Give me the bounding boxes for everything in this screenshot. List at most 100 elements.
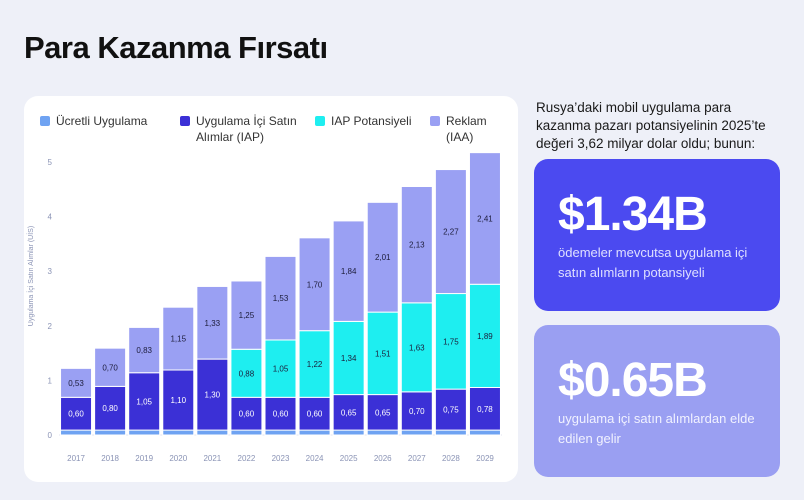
- bar-segment-iap-potential: [400, 302, 433, 393]
- y-tick-label: 2: [48, 322, 53, 331]
- data-label: 0,80: [102, 404, 118, 413]
- legend-item-paid-app: Ücretli Uygulama: [40, 113, 147, 129]
- data-label: 0,60: [239, 410, 255, 419]
- bar-segment-iap-potential: [366, 311, 399, 396]
- bar-segment-paid-app: [230, 429, 263, 436]
- data-label: 1,84: [341, 267, 357, 276]
- data-label: 0,70: [409, 407, 425, 416]
- bar-segment-iap: [196, 358, 229, 431]
- data-label: 1,05: [273, 365, 289, 374]
- x-tick-label: 2029: [476, 454, 494, 463]
- x-tick-label: 2019: [135, 454, 153, 463]
- data-label: 0,70: [102, 363, 118, 372]
- kpi-card-iap-revenue: $0.65B uygulama içi satın alımlardan eld…: [534, 325, 780, 477]
- bar-segment-paid-app: [196, 429, 229, 436]
- bar-segment-iap: [60, 396, 93, 431]
- data-label: 0,65: [341, 408, 357, 417]
- stacked-bar-chart: 0 1 2 3 4 5 0,60 0,53 2017 0,80 0,70 2018 1,05 0,83 20…: [48, 152, 502, 463]
- bar-segment-ads: [400, 186, 433, 304]
- kpi-card-iap-potential: $1.34B ödemeler mevcutsa uygulama içi sa…: [534, 159, 780, 311]
- legend-label-paid-app: Ücretli Uygulama: [56, 114, 148, 128]
- page-title: Para Kazanma Fırsatı: [24, 30, 328, 65]
- kpi-description: ödemeler mevcutsa uygulama içi satın alı…: [558, 245, 748, 280]
- bar-segment-ads: [94, 347, 127, 387]
- data-label: 2,41: [477, 214, 493, 223]
- bar-segment-ads: [366, 201, 399, 313]
- data-label: 1,10: [170, 396, 186, 405]
- data-label: 2,27: [443, 228, 459, 237]
- data-label: 0,78: [477, 405, 493, 414]
- bar-segment-ads: [264, 255, 297, 341]
- legend-item-iap-potential: IAP Potansiyeli: [315, 113, 412, 129]
- bar-segment-iap: [298, 396, 331, 431]
- x-tick-label: 2028: [442, 454, 460, 463]
- bar-segment-ads: [332, 220, 365, 322]
- data-label: 1,51: [375, 349, 391, 358]
- bar-segment-ads: [230, 280, 263, 350]
- legend-swatch-paid-app: [40, 116, 50, 126]
- bar-segment-ads: [128, 326, 161, 374]
- data-label: 1,89: [477, 332, 493, 341]
- intro-text: Rusya’daki mobil uygulama para kazanma p…: [536, 100, 766, 151]
- x-tick-label: 2020: [169, 454, 187, 463]
- x-tick-label: 2018: [101, 454, 119, 463]
- data-label: 0,53: [68, 379, 84, 388]
- x-tick-label: 2022: [238, 454, 256, 463]
- data-label: 0,83: [136, 346, 152, 355]
- bar-segment-paid-app: [162, 429, 195, 436]
- x-tick-label: 2026: [374, 454, 392, 463]
- y-tick-label: 0: [48, 431, 53, 440]
- bar-segment-paid-app: [264, 429, 297, 436]
- data-label: 1,70: [307, 280, 323, 289]
- bar-segment-paid-app: [94, 429, 127, 436]
- bar-segment-iap: [230, 396, 263, 431]
- data-label: 1,22: [307, 360, 323, 369]
- bar-segment-iap-potential: [298, 330, 331, 398]
- bar-segment-iap-potential: [468, 283, 501, 388]
- y-tick-label: 3: [48, 267, 53, 276]
- y-tick-label: 5: [48, 158, 53, 167]
- data-label: 2,13: [409, 241, 425, 250]
- y-tick-label: 1: [48, 376, 53, 385]
- data-label: 0,60: [273, 410, 289, 419]
- bar-segment-ads: [196, 285, 229, 360]
- chart-card: Ücretli Uygulama Uygulama İçi Satın Alım…: [24, 96, 518, 482]
- bar-segment-ads: [434, 169, 467, 295]
- legend-label-iap: Uygulama İçi Satın Alımlar (IAP): [196, 114, 297, 144]
- kpi-value: $0.65B: [558, 354, 708, 407]
- legend-swatch-iap: [180, 116, 190, 126]
- bar-segment-paid-app: [434, 429, 467, 436]
- legend-swatch-ads: [430, 116, 440, 126]
- bar-segment-ads: [468, 152, 501, 285]
- legend-label-iap-potential: IAP Potansiyeli: [331, 114, 412, 128]
- bar-segment-ads: [60, 367, 93, 398]
- legend-item-iap: Uygulama İçi Satın Alımlar (IAP): [180, 113, 312, 145]
- data-label: 0,75: [443, 406, 459, 415]
- data-label: 1,15: [170, 335, 186, 344]
- bar-segment-ads: [162, 306, 195, 371]
- data-label: 0,60: [68, 410, 84, 419]
- bar-segment-ads: [298, 237, 331, 332]
- bar-segment-paid-app: [128, 429, 161, 436]
- data-label: 1,53: [273, 294, 289, 303]
- chart-legend: Ücretli Uygulama Uygulama İçi Satın Alım…: [40, 113, 510, 153]
- data-label: 1,34: [341, 354, 357, 363]
- legend-item-ads: Reklam (IAA): [430, 113, 510, 145]
- data-label: 0,60: [307, 410, 323, 419]
- bar-segment-paid-app: [332, 429, 365, 436]
- bar-segment-paid-app: [468, 429, 501, 436]
- bar-segment-paid-app: [298, 429, 331, 436]
- bar-segment-paid-app: [400, 429, 433, 436]
- bar-segment-iap: [366, 394, 399, 431]
- kpi-value: $1.34B: [558, 188, 708, 241]
- bar-segment-iap: [162, 369, 195, 431]
- bar-segment-paid-app: [60, 429, 93, 436]
- data-label: 1,25: [239, 311, 255, 320]
- data-label: 1,33: [205, 319, 221, 328]
- legend-swatch-iap-potential: [315, 116, 325, 126]
- x-tick-label: 2021: [203, 454, 221, 463]
- x-tick-label: 2023: [272, 454, 290, 463]
- data-label: 1,75: [443, 337, 459, 346]
- bar-segment-iap-potential: [230, 348, 263, 398]
- x-tick-label: 2025: [340, 454, 358, 463]
